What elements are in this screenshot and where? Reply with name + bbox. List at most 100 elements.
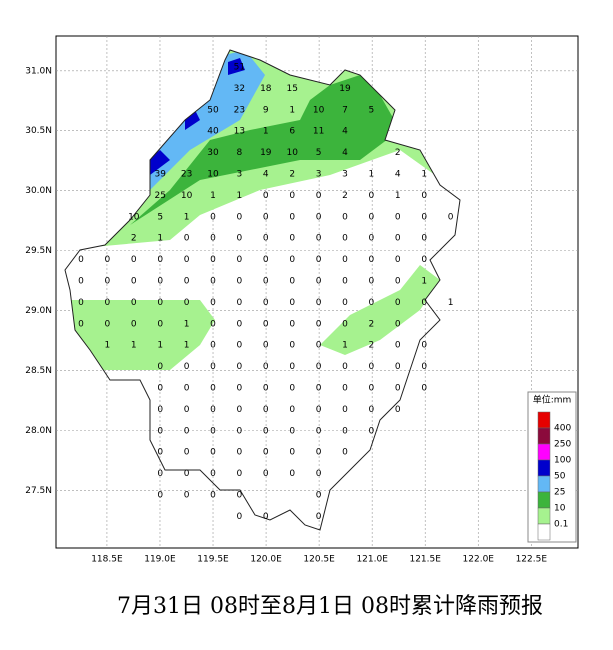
rain-light-green [65, 300, 215, 370]
station-value: 23 [181, 170, 192, 180]
station-value: 0 [342, 319, 348, 329]
station-value: 0 [105, 298, 111, 308]
station-value: 0 [289, 448, 295, 458]
station-value: 0 [263, 448, 269, 458]
station-value: 0 [342, 384, 348, 394]
station-value: 0 [237, 255, 243, 265]
station-value: 0 [263, 426, 269, 436]
station-value: 1 [105, 341, 111, 351]
station-value: 0 [105, 255, 111, 265]
station-value: 0 [263, 362, 269, 372]
station-value: 0 [157, 426, 163, 436]
station-value: 0 [316, 448, 322, 458]
station-value: 0 [316, 469, 322, 479]
lon-tick-label: 121.5E [409, 555, 441, 565]
station-value: 30 [207, 148, 219, 158]
station-value: 0 [263, 405, 269, 415]
station-value: 1 [263, 127, 269, 137]
station-value: 0 [263, 255, 269, 265]
station-value: 1 [289, 105, 295, 115]
station-value: 0 [342, 426, 348, 436]
station-value: 0 [237, 212, 243, 222]
station-value: 0 [342, 405, 348, 415]
station-value: 0 [237, 319, 243, 329]
legend-swatch [537, 427, 551, 445]
lon-tick-label: 119.0E [144, 555, 176, 565]
station-value: 0 [369, 426, 375, 436]
station-value: 0 [395, 212, 401, 222]
station-value: 0 [210, 212, 216, 222]
station-value: 0 [131, 255, 137, 265]
station-value: 2 [342, 191, 348, 201]
station-value: 0 [263, 341, 269, 351]
station-value: 0 [210, 298, 216, 308]
province-outline [64, 49, 461, 531]
station-value: 0 [184, 491, 190, 501]
station-value: 0 [395, 277, 401, 287]
station-value: 1 [184, 341, 190, 351]
station-value: 6 [289, 127, 295, 137]
station-value: 3 [237, 170, 243, 180]
lat-tick-label: 30.0N [25, 186, 52, 196]
station-value: 10 [128, 212, 140, 222]
station-value: 0 [237, 469, 243, 479]
station-value: 0 [184, 448, 190, 458]
station-value: 0 [157, 255, 163, 265]
lon-tick-label: 119.5E [197, 555, 229, 565]
station-value: 3 [342, 170, 348, 180]
station-value: 0 [395, 319, 401, 329]
station-value: 0 [210, 277, 216, 287]
station-value: 0 [369, 405, 375, 415]
station-value: 0 [237, 234, 243, 244]
lat-tick-label: 28.5N [25, 366, 52, 376]
station-value: 0 [210, 405, 216, 415]
lat-tick-label: 27.5N [25, 486, 52, 496]
station-value: 0 [369, 234, 375, 244]
station-value: 8 [237, 148, 243, 158]
grid [56, 36, 578, 548]
station-value: 7 [342, 105, 348, 115]
station-value: 0 [316, 298, 322, 308]
lon-tick-label: 120.5E [303, 555, 335, 565]
rain-light-green [320, 265, 440, 355]
station-value: 0 [289, 212, 295, 222]
station-value: 0 [157, 405, 163, 415]
legend-label: 0.1 [554, 520, 568, 530]
station-value: 0 [184, 405, 190, 415]
station-value: 0 [131, 277, 137, 287]
station-value: 0 [395, 405, 401, 415]
station-value: 0 [421, 298, 427, 308]
station-value: 0 [78, 277, 84, 287]
station-value: 1 [157, 234, 163, 244]
station-value: 0 [316, 277, 322, 287]
station-value: 18 [260, 84, 272, 94]
legend-label: 250 [554, 440, 571, 450]
station-value: 51 [234, 63, 245, 73]
station-value: 0 [157, 298, 163, 308]
station-value: 0 [369, 384, 375, 394]
station-value: 0 [369, 255, 375, 265]
lon-tick-label: 121.0E [356, 555, 388, 565]
station-value: 0 [184, 362, 190, 372]
station-value: 0 [263, 212, 269, 222]
legend-label: 400 [554, 424, 571, 434]
station-value: 9 [263, 105, 269, 115]
legend-label: 50 [554, 472, 566, 482]
station-value: 1 [369, 170, 375, 180]
station-value: 0 [237, 491, 243, 501]
lat-tick-label: 30.5N [25, 126, 52, 136]
station-value: 0 [395, 384, 401, 394]
station-value: 1 [184, 212, 190, 222]
station-value: 0 [289, 255, 295, 265]
station-value: 2 [369, 341, 375, 351]
legend-swatch [537, 507, 551, 525]
station-value: 0 [157, 448, 163, 458]
rain-dark-blue [148, 58, 245, 175]
station-value: 0 [316, 319, 322, 329]
station-value: 2 [395, 148, 401, 158]
station-value: 0 [289, 469, 295, 479]
lat-tick-label: 31.0N [25, 66, 52, 76]
legend-swatch [537, 523, 551, 541]
station-value: 1 [421, 277, 427, 287]
station-value: 0 [210, 426, 216, 436]
